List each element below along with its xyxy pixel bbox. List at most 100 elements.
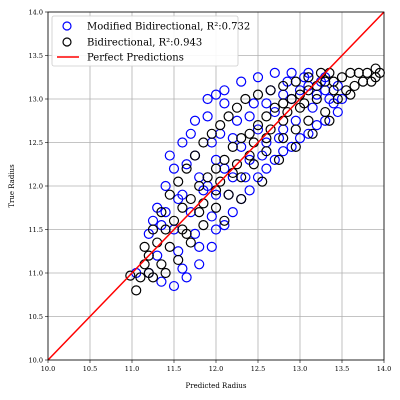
bidirectional-point [139,241,150,252]
y-tick-label: 10.5 [29,313,43,321]
bidirectional-point [269,102,280,113]
modified-bidirectional-point [164,150,175,161]
bidirectional-point [227,141,238,152]
modified-bidirectional-point [219,220,230,231]
legend-marker-bidirectional [62,37,72,47]
bidirectional-point [173,176,184,187]
bidirectional-point [219,154,230,165]
bidirectional-point [345,89,356,100]
modified-bidirectional-point [278,146,289,157]
bidirectional-point [139,259,150,270]
y-tick-label: 14.0 [29,8,43,16]
bidirectional-point [290,124,301,135]
modified-bidirectional-point [210,89,222,100]
bidirectional-point [252,119,264,131]
bidirectional-point [273,154,285,165]
modified-bidirectional-point [261,98,272,109]
modified-bidirectional-point [210,224,222,235]
modified-bidirectional-point [269,154,280,165]
bidirectional-point [210,163,222,174]
bidirectional-point [336,72,348,83]
bidirectional-point [278,115,289,126]
modified-bidirectional-point [168,163,180,174]
x-tick-label: 12.0 [209,365,223,373]
y-tick-label: 11.0 [29,269,43,277]
bidirectional-point [198,220,209,231]
x-tick-label: 13.5 [335,365,349,373]
modified-bidirectional-point [194,241,205,252]
modified-bidirectional-point [202,111,213,122]
bidirectional-point [198,137,209,148]
bidirectional-point [231,102,243,113]
bidirectional-point [299,98,310,109]
modified-bidirectional-point [248,98,259,109]
bidirectional-point [290,76,301,87]
modified-bidirectional-point [156,276,167,287]
modified-bidirectional-point [294,133,306,144]
bidirectional-point [125,270,136,281]
modified-bidirectional-point [189,115,201,126]
bidirectional-point [223,189,234,200]
bidirectional-point [261,111,272,122]
modified-bidirectional-point [227,133,238,144]
bidirectional-point [215,119,226,131]
modified-bidirectional-point [219,98,230,109]
modified-bidirectional-point [215,128,226,139]
x-tick-label: 14.0 [377,365,391,373]
bidirectional-point [320,76,331,87]
bidirectional-point [131,285,142,296]
bidirectional-point [236,193,247,205]
bidirectional-point [324,115,335,126]
modified-bidirectional-point [189,228,201,239]
modified-bidirectional-point [286,67,297,79]
tick-labels: 10.0 10.5 11.0 11.5 12.0 12.5 13.0 13.5 14.0 10.0… [29,8,392,373]
bidirectional-point [236,133,247,144]
modified-bidirectional-point [244,111,255,122]
bidirectional-point [206,128,217,139]
bidirectional-point [265,85,276,96]
bidirectional-point [244,128,255,139]
modified-bidirectional-point [332,106,343,118]
bidirectional-point [282,106,293,118]
bidirectional-point [261,146,272,157]
modified-bidirectional-point [252,124,264,135]
modified-bidirectional-point [273,133,285,144]
modified-bidirectional-point [269,106,280,118]
legend: Modified Bidirectional, R²:0.732 Bidirec… [51,15,250,67]
modified-bidirectional-point [177,263,188,274]
bidirectional-point [210,202,222,213]
bidirectional-point [185,193,196,205]
modified-bidirectional-point [152,250,163,261]
bidirectional-point [156,259,167,270]
bidirectional-point [240,93,251,105]
bidirectional-point [307,128,318,139]
modified-bidirectional-point [299,72,310,83]
modified-bidirectional-point [185,128,196,139]
modified-bidirectional-point [278,89,289,100]
y-tick-label: 10.0 [29,356,43,364]
bidirectional-point [173,254,184,266]
legend-box [51,15,239,67]
modified-bidirectional-point [278,124,289,135]
bidirectional-point [198,198,209,209]
bidirectional-point [257,176,268,187]
modified-bidirectional-point [236,141,247,152]
bidirectional-point [185,237,196,248]
bidirectional-point [320,106,331,118]
x-tick-label: 11.5 [167,365,181,373]
modified-bidirectional-point [320,85,331,96]
bidirectional-point [236,172,247,183]
modified-bidirectional-point [177,137,188,148]
x-axis-label: Predicted Radius [186,382,247,390]
modified-bidirectional-point [168,280,180,292]
modified-bidirectional-point [261,163,272,174]
perfect-predictions-series-line [47,11,385,361]
bidirectional-point [168,215,180,226]
bidirectional-point [135,272,146,283]
bidirectional-point [362,67,373,79]
legend-label-bidirectional: Bidirectional, R²:0.943 [87,38,202,49]
bidirectional-point [345,67,356,79]
bidirectional-point [181,228,192,239]
modified-bidirectional-point [290,115,301,126]
